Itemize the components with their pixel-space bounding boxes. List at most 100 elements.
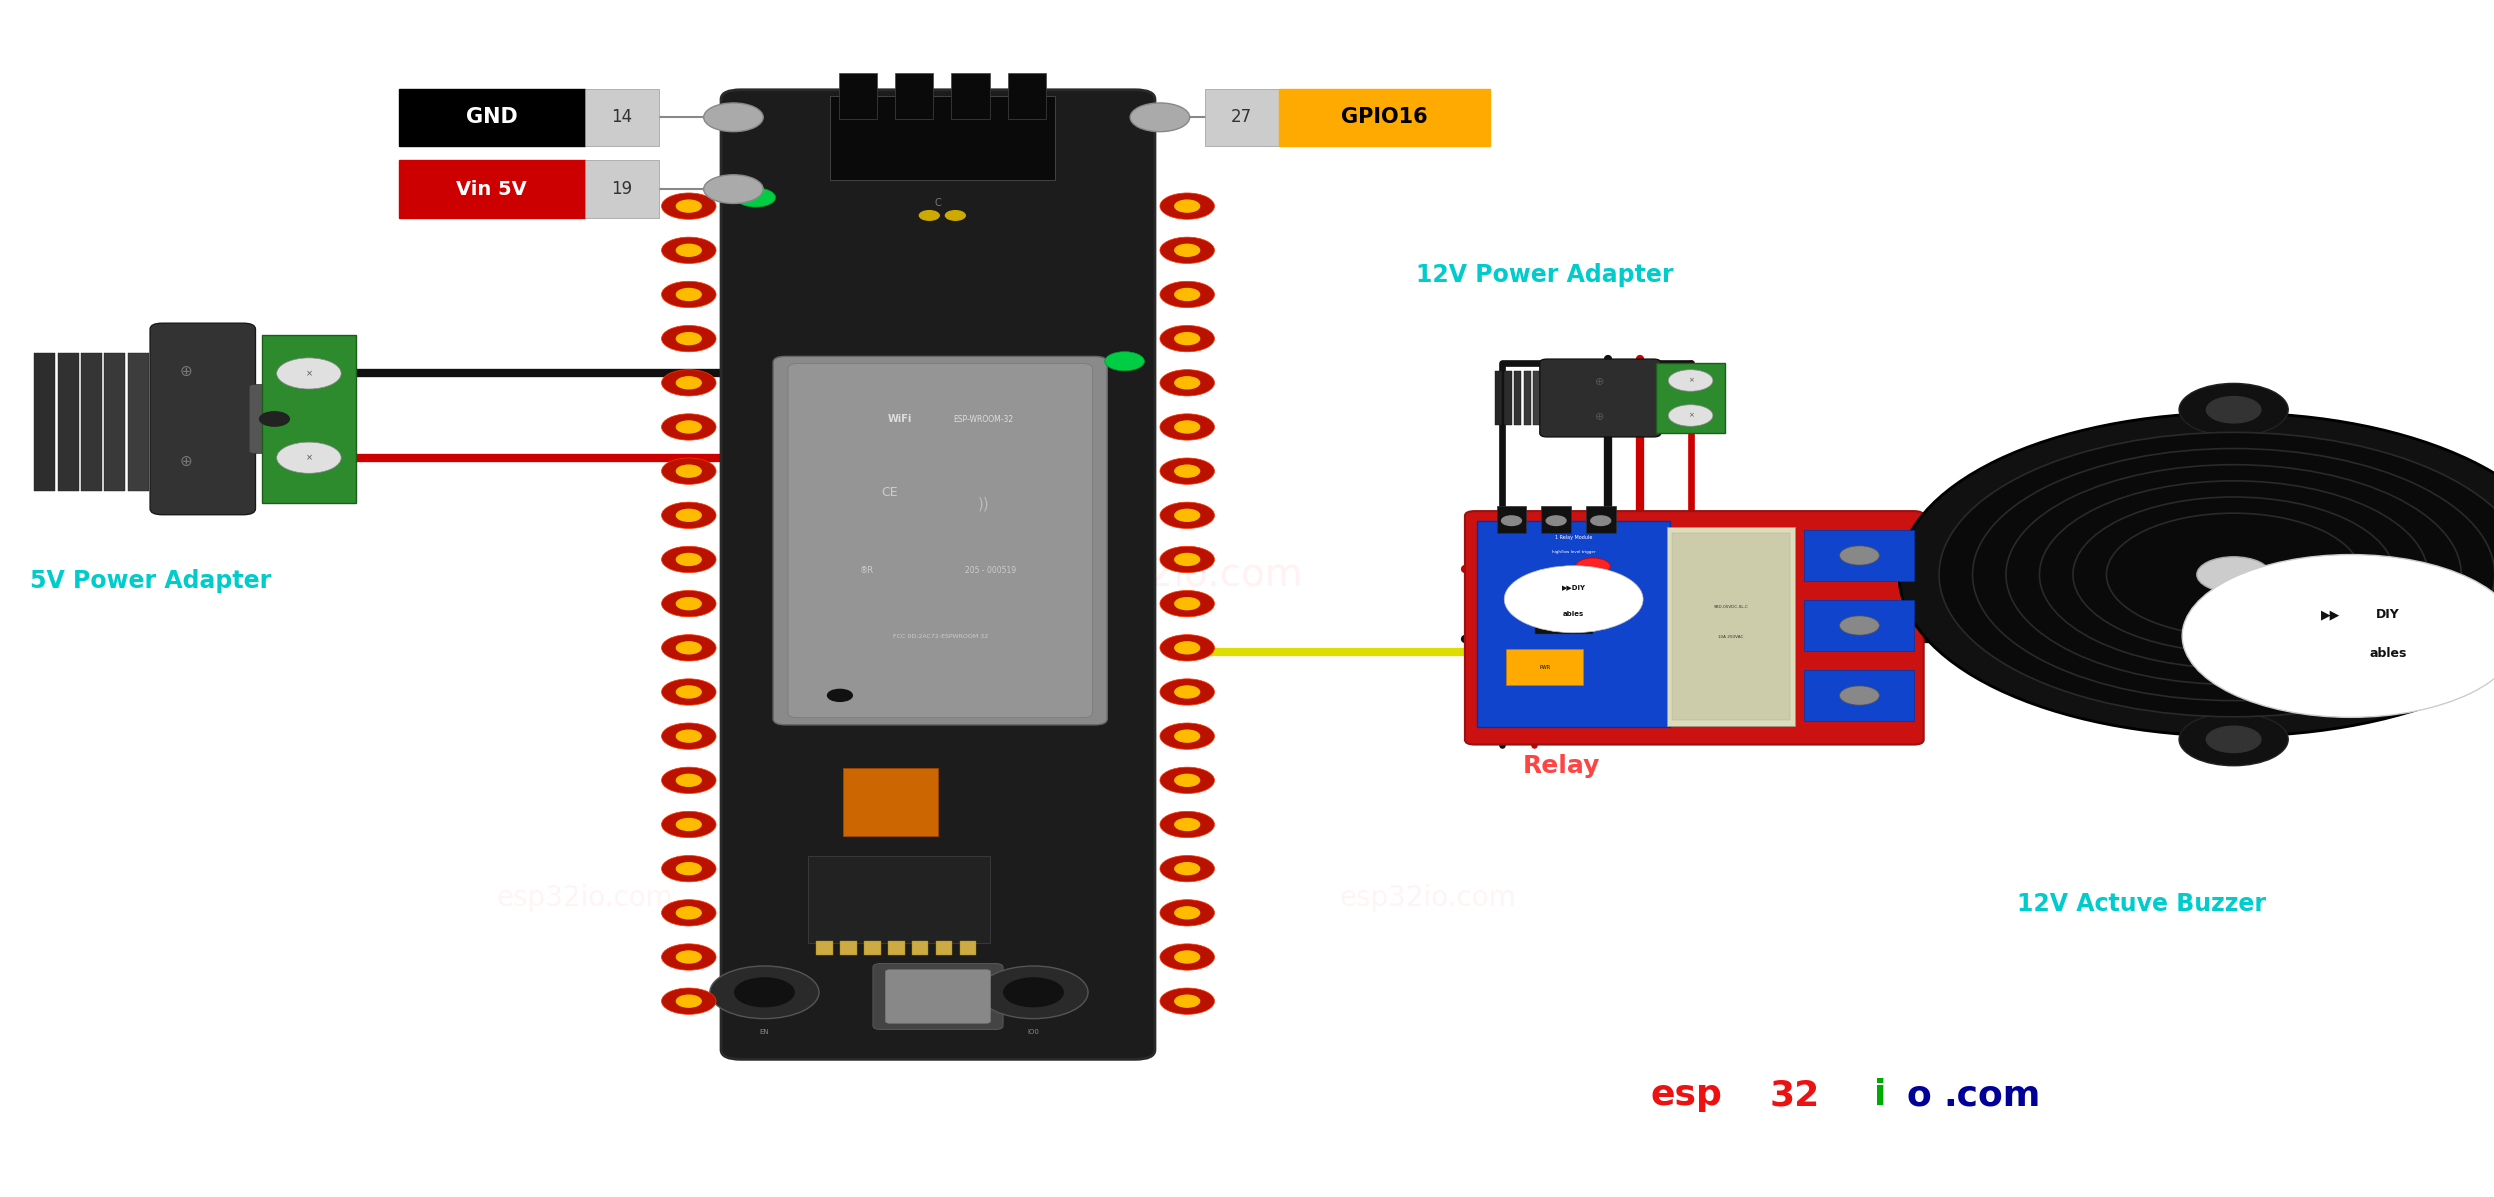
Bar — [1279, 89, 1489, 146]
Ellipse shape — [1175, 774, 1200, 786]
Ellipse shape — [661, 723, 716, 749]
Ellipse shape — [1501, 516, 1521, 525]
Ellipse shape — [703, 175, 763, 203]
Ellipse shape — [676, 730, 701, 742]
Bar — [105, 353, 125, 491]
Ellipse shape — [676, 553, 701, 565]
Bar — [831, 96, 1055, 180]
Text: SRD-05VDC-SL-C: SRD-05VDC-SL-C — [1713, 604, 1748, 609]
Text: EN: EN — [761, 1028, 768, 1035]
Bar — [843, 768, 938, 837]
Text: )): )) — [978, 497, 990, 511]
Bar — [1476, 521, 1671, 727]
Ellipse shape — [676, 952, 701, 964]
Ellipse shape — [676, 421, 701, 433]
Ellipse shape — [2073, 497, 2394, 652]
Ellipse shape — [1160, 326, 1215, 352]
Text: FCC 9D:2AC72-ESPWROOM 32: FCC 9D:2AC72-ESPWROOM 32 — [893, 634, 988, 639]
Text: o: o — [1905, 1078, 1930, 1112]
Text: GND: GND — [466, 108, 519, 127]
Ellipse shape — [676, 288, 701, 300]
Ellipse shape — [1160, 590, 1215, 616]
Text: ⊕: ⊕ — [180, 364, 192, 378]
Text: 19: 19 — [611, 180, 633, 199]
Ellipse shape — [676, 907, 701, 919]
Ellipse shape — [1160, 370, 1215, 396]
FancyBboxPatch shape — [1539, 359, 1661, 437]
Ellipse shape — [259, 412, 289, 426]
Ellipse shape — [661, 679, 716, 705]
Ellipse shape — [1160, 900, 1215, 926]
Ellipse shape — [1175, 642, 1200, 654]
Bar — [262, 335, 357, 503]
Ellipse shape — [1160, 944, 1215, 971]
Bar — [838, 73, 878, 119]
Ellipse shape — [1973, 449, 2494, 700]
Ellipse shape — [1175, 686, 1200, 698]
Ellipse shape — [2040, 481, 2427, 668]
Text: ables: ables — [1564, 610, 1584, 616]
Bar — [584, 89, 658, 146]
Bar — [1534, 371, 1541, 425]
Ellipse shape — [1938, 432, 2494, 717]
Ellipse shape — [676, 466, 701, 478]
Ellipse shape — [1160, 812, 1215, 838]
Bar — [895, 73, 933, 119]
Ellipse shape — [1160, 281, 1215, 308]
FancyBboxPatch shape — [773, 357, 1107, 725]
Text: ®R: ®R — [860, 566, 873, 575]
Ellipse shape — [661, 281, 716, 308]
Ellipse shape — [1175, 421, 1200, 433]
Bar — [127, 353, 150, 491]
Text: Vin 5V: Vin 5V — [456, 180, 526, 199]
Ellipse shape — [676, 995, 701, 1007]
Text: ▶▶DIY: ▶▶DIY — [1561, 584, 1586, 590]
Bar — [1524, 371, 1531, 425]
Ellipse shape — [277, 442, 342, 473]
Ellipse shape — [1175, 553, 1200, 565]
Bar — [1506, 649, 1584, 686]
Ellipse shape — [1175, 863, 1200, 875]
Bar — [1504, 371, 1511, 425]
Ellipse shape — [920, 211, 940, 220]
FancyBboxPatch shape — [873, 964, 1003, 1029]
Text: esp32io.com: esp32io.com — [1339, 883, 1516, 912]
Text: C: C — [935, 199, 940, 208]
Ellipse shape — [828, 689, 853, 701]
Ellipse shape — [661, 458, 716, 485]
Ellipse shape — [2180, 383, 2287, 436]
Text: 12V Power Adapter: 12V Power Adapter — [1417, 263, 1673, 287]
Text: ⊕: ⊕ — [1594, 377, 1604, 388]
Bar — [152, 353, 172, 491]
Bar — [1514, 371, 1521, 425]
Ellipse shape — [661, 812, 716, 838]
Bar — [584, 160, 658, 218]
Ellipse shape — [1160, 723, 1215, 749]
Text: ×: × — [1688, 377, 1693, 383]
Ellipse shape — [1175, 288, 1200, 300]
Ellipse shape — [2180, 713, 2287, 766]
Ellipse shape — [1576, 558, 1611, 575]
Text: DIY: DIY — [2377, 608, 2399, 621]
Text: esp: esp — [1651, 1078, 1723, 1112]
Ellipse shape — [661, 326, 716, 352]
Bar — [1656, 363, 1726, 433]
Ellipse shape — [1175, 333, 1200, 345]
Ellipse shape — [2182, 554, 2494, 717]
Ellipse shape — [1546, 516, 1566, 525]
Ellipse shape — [1175, 819, 1200, 831]
Text: IO0: IO0 — [1028, 1028, 1040, 1035]
Bar — [57, 353, 77, 491]
Text: ESP-WROOM-32: ESP-WROOM-32 — [953, 414, 1013, 424]
Bar — [1671, 534, 1791, 719]
Ellipse shape — [1841, 546, 1880, 565]
Ellipse shape — [1160, 856, 1215, 882]
Ellipse shape — [1175, 244, 1200, 256]
Ellipse shape — [661, 414, 716, 440]
Ellipse shape — [676, 642, 701, 654]
Ellipse shape — [1160, 634, 1215, 661]
Text: 14: 14 — [611, 108, 633, 127]
FancyBboxPatch shape — [150, 323, 254, 515]
Ellipse shape — [1130, 103, 1190, 132]
Ellipse shape — [1160, 988, 1215, 1014]
